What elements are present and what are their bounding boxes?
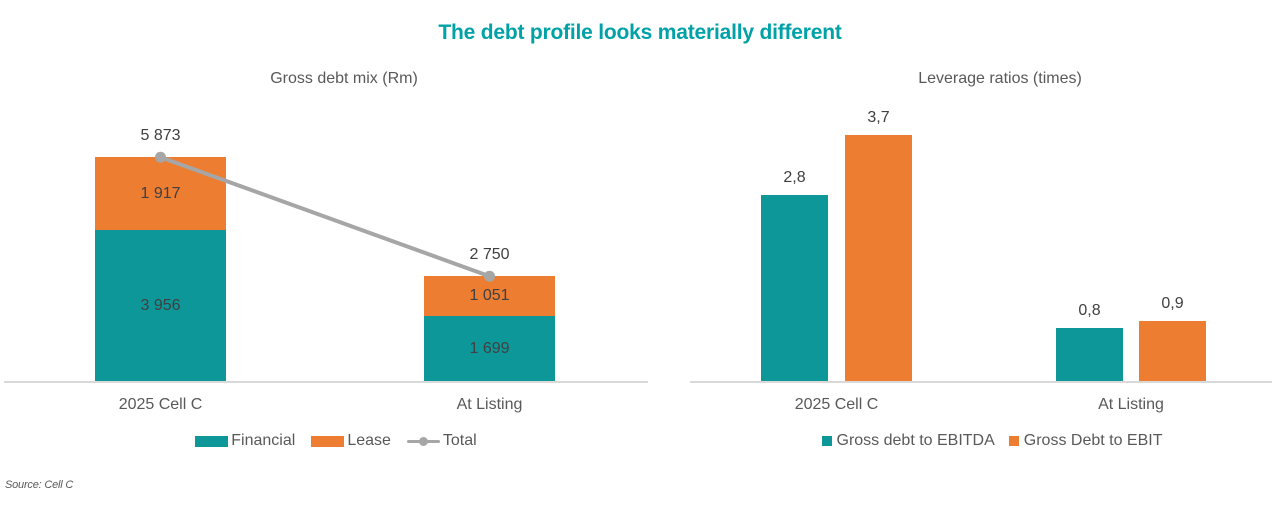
legend-item-financial: Financial [195, 432, 295, 450]
bar-segment-financial-at-listing [424, 316, 555, 381]
bar-segment-lease-at-listing [424, 276, 555, 317]
segment-value-label-lease-at-listing: 1 051 [469, 287, 510, 305]
bar-value-label-gross-debt-to-ebitda-at-listing: 0,8 [1078, 301, 1101, 319]
financial-legend-swatch [195, 435, 229, 447]
legend-item-lease: Lease [311, 432, 391, 450]
legend-label-total: Total [442, 432, 477, 449]
bar-segment-lease-2025-cell-c [95, 157, 226, 231]
category-label-at-listing: At Listing [1098, 396, 1164, 413]
bar-gross-debt-to-ebit-2025-cell-c [845, 134, 912, 381]
legend-label-gross-debt-to-ebitda: Gross debt to EBITDA [836, 432, 995, 449]
left-chart-legend: Financial Lease Total [14, 432, 658, 450]
left-x-axis-line [4, 381, 648, 383]
ebitda-legend-swatch [821, 436, 832, 446]
right-chart-title: Leverage ratios (times) [918, 70, 1082, 87]
total-line-legend-marker [406, 436, 440, 446]
lease-legend-swatch [311, 435, 345, 447]
bar-gross-debt-to-ebit-at-listing [1139, 321, 1206, 381]
category-label-2025-cell-c: 2025 Cell C [794, 396, 879, 413]
bar-value-label-gross-debt-to-ebitda-2025-cell-c: 2,8 [783, 168, 806, 186]
legend-label-lease: Lease [347, 432, 391, 449]
legend-item-gross-debt-to-ebit: Gross Debt to EBIT [1008, 432, 1163, 450]
legend-label-financial: Financial [231, 432, 296, 449]
bar-segment-financial-2025-cell-c [95, 230, 226, 381]
category-label-2025-cell-c: 2025 Cell C [118, 396, 203, 413]
segment-value-label-financial-at-listing: 1 699 [469, 339, 510, 357]
segment-value-label-lease-2025-cell-c: 1 917 [140, 184, 181, 202]
legend-item-gross-debt-to-ebitda: Gross debt to EBITDA [821, 432, 995, 450]
source-note: Source: Cell C [5, 479, 74, 491]
bar-value-label-gross-debt-to-ebit-2025-cell-c: 3,7 [867, 108, 890, 126]
category-label-at-listing: At Listing [456, 396, 523, 413]
right-x-axis-line [690, 381, 1272, 383]
segment-value-label-financial-2025-cell-c: 3 956 [140, 296, 181, 314]
page-title: The debt profile looks materially differ… [438, 21, 842, 44]
bar-value-label-gross-debt-to-ebit-at-listing: 0,9 [1161, 295, 1184, 313]
legend-label-gross-debt-to-ebit: Gross Debt to EBIT [1023, 432, 1163, 449]
total-line-marker [484, 270, 495, 282]
ebit-legend-swatch [1008, 436, 1019, 446]
bar-gross-debt-to-ebitda-at-listing [1056, 327, 1123, 381]
total-value-label-at-listing: 2 750 [469, 246, 510, 264]
left-chart-title: Gross debt mix (Rm) [270, 70, 418, 87]
right-chart-legend: Gross debt to EBITDA Gross Debt to EBIT [701, 432, 1280, 450]
total-value-label-2025-cell-c: 5 873 [140, 127, 181, 145]
legend-item-total: Total [406, 432, 477, 450]
total-line-marker [155, 151, 166, 163]
bar-gross-debt-to-ebitda-2025-cell-c [761, 194, 828, 381]
